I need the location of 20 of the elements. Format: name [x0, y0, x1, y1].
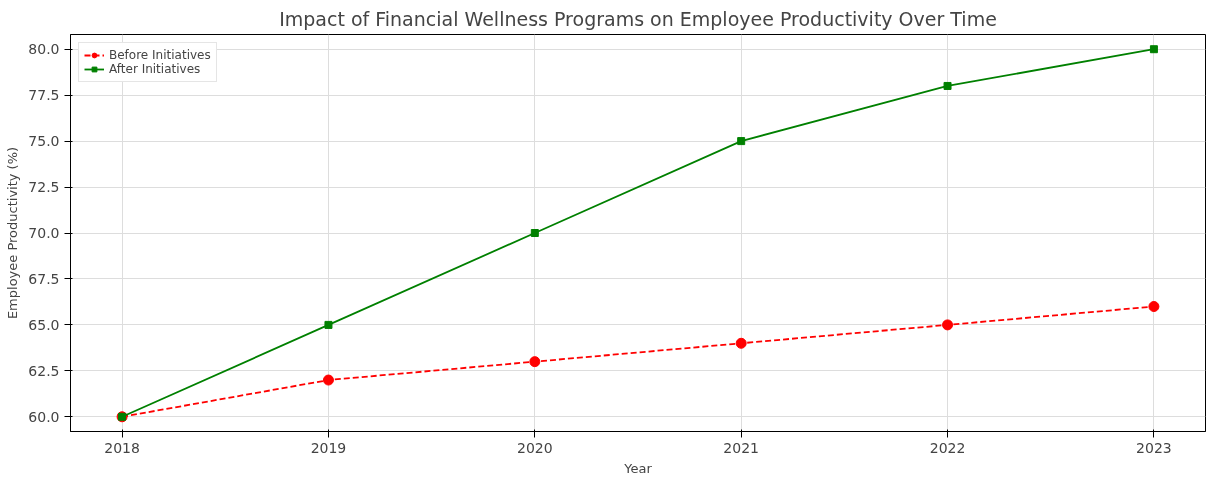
x-tick-label: 2023: [1136, 439, 1172, 456]
y-tick-label: 72.5: [28, 179, 60, 196]
y-tick-label: 65.0: [28, 316, 60, 333]
x-tick-label: 2019: [310, 439, 347, 456]
y-tick-label: 67.5: [28, 270, 60, 287]
legend-label: Before Initiatives: [109, 48, 211, 62]
x-tick-label: 2021: [723, 439, 760, 456]
y-tick-label: 70.0: [28, 225, 60, 241]
y-tick-label: 80.0: [28, 41, 60, 58]
y-tick-label: 62.5: [28, 362, 60, 379]
x-axis-title: Year: [623, 460, 653, 476]
y-tick-label: 75.0: [28, 133, 60, 150]
y-tick-label: 60.0: [28, 408, 60, 425]
x-tick-label: 2020: [517, 439, 553, 456]
chart-title: Impact of Financial Wellness Programs on Employee Productivity Over Time: [279, 7, 997, 30]
x-tick-label: 2018: [104, 439, 140, 456]
y-tick-label: 77.5: [28, 87, 60, 104]
legend-label: After Initiatives: [109, 62, 201, 76]
x-tick-label: 2022: [929, 439, 966, 456]
y-axis-title: Employee Productivity (%): [5, 146, 21, 320]
